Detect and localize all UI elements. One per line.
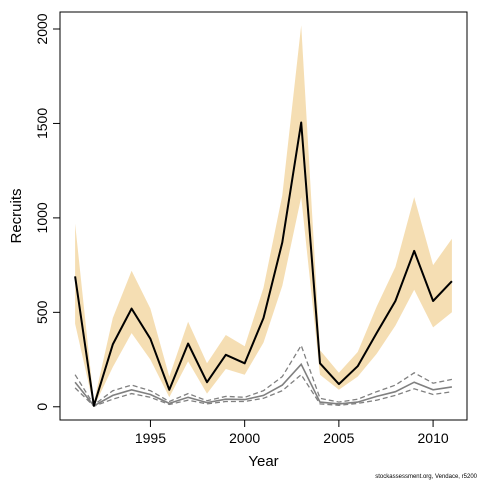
estimate-line [74,121,453,407]
retro-mid-line [74,362,453,407]
retro-upper-line [74,343,453,406]
y-tick-label: 500 [34,300,50,324]
credit-text: stockassessment.org, Vendace, r5200 [375,474,477,480]
retrospective-lines-layer [74,343,453,407]
x-axis-title: Year [248,453,278,470]
x-tick-label: 2010 [418,430,449,446]
confidence-band [75,25,452,407]
estimate-line-layer [74,121,453,407]
y-tick-label: 0 [34,403,50,411]
retro-lower-line [74,373,452,407]
y-tick-label: 1500 [34,108,50,139]
axes-layer: 1995 2000 2005 2010 0 500 1000 1500 2000 [34,13,449,446]
x-tick-label: 2005 [323,430,354,446]
y-tick-label: 1000 [34,202,50,233]
x-tick-label: 1995 [135,430,166,446]
y-axis-title: Recruits [8,188,25,243]
x-tick-label: 2000 [229,430,260,446]
plot-frame [59,11,468,421]
y-tick-label: 2000 [34,13,50,44]
confidence-band-layer [75,25,452,407]
